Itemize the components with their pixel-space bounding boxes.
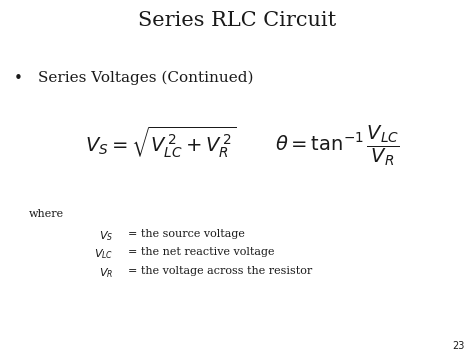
Text: Series Voltages (Continued): Series Voltages (Continued) xyxy=(38,71,254,86)
Text: = the source voltage: = the source voltage xyxy=(128,229,245,239)
Text: Series RLC Circuit: Series RLC Circuit xyxy=(138,11,336,30)
Text: = the net reactive voltage: = the net reactive voltage xyxy=(128,247,274,257)
Text: $V_{LC}$: $V_{LC}$ xyxy=(94,247,114,261)
Text: 23: 23 xyxy=(452,342,465,351)
Text: $V_S = \sqrt{V_{LC}^{\,2} + V_R^{\,2}}$: $V_S = \sqrt{V_{LC}^{\,2} + V_R^{\,2}}$ xyxy=(85,124,237,160)
Text: $\theta = \tan^{-1}\dfrac{V_{LC}}{V_R}$: $\theta = \tan^{-1}\dfrac{V_{LC}}{V_R}$ xyxy=(275,123,400,168)
Text: where: where xyxy=(28,209,64,219)
Text: •: • xyxy=(14,71,23,86)
Text: $V_S$: $V_S$ xyxy=(100,229,114,243)
Text: $V_R$: $V_R$ xyxy=(100,266,114,280)
Text: = the voltage across the resistor: = the voltage across the resistor xyxy=(128,266,312,276)
